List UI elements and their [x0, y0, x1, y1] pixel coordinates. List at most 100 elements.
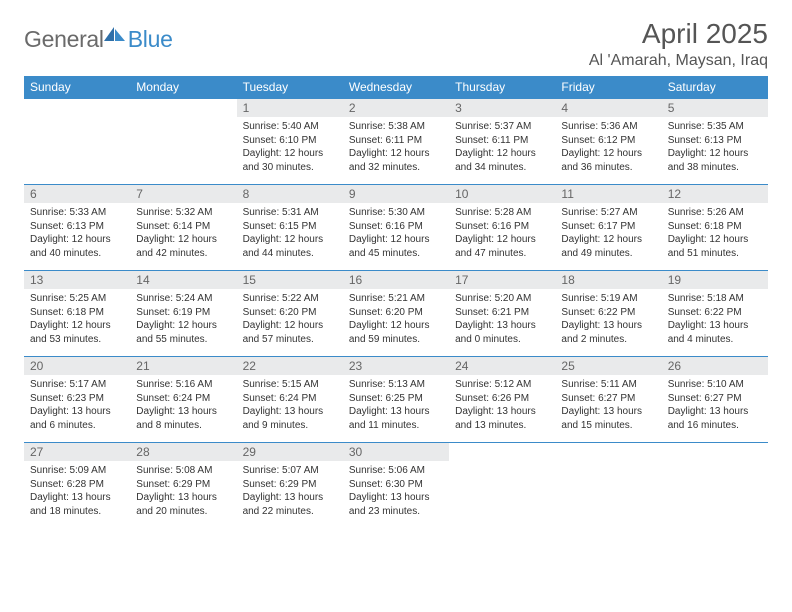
day-details: Sunrise: 5:28 AMSunset: 6:16 PMDaylight:… — [449, 203, 555, 264]
day-number: 29 — [237, 443, 343, 461]
weekday-header: Friday — [555, 76, 661, 99]
day-details: Sunrise: 5:19 AMSunset: 6:22 PMDaylight:… — [555, 289, 661, 350]
day-number: 26 — [662, 357, 768, 375]
calendar-day-cell: 26Sunrise: 5:10 AMSunset: 6:27 PMDayligh… — [662, 357, 768, 443]
day-number: 12 — [662, 185, 768, 203]
day-details: Sunrise: 5:08 AMSunset: 6:29 PMDaylight:… — [130, 461, 236, 522]
calendar-day-cell: 25Sunrise: 5:11 AMSunset: 6:27 PMDayligh… — [555, 357, 661, 443]
calendar-day-cell: 12Sunrise: 5:26 AMSunset: 6:18 PMDayligh… — [662, 185, 768, 271]
weekday-header: Wednesday — [343, 76, 449, 99]
header: General Blue April 2025 Al 'Amarah, Mays… — [24, 18, 768, 70]
month-title: April 2025 — [589, 18, 768, 50]
weekday-header: Saturday — [662, 76, 768, 99]
calendar-day-cell: 21Sunrise: 5:16 AMSunset: 6:24 PMDayligh… — [130, 357, 236, 443]
logo-text-2: Blue — [128, 26, 173, 53]
day-number: 23 — [343, 357, 449, 375]
day-number: 17 — [449, 271, 555, 289]
day-details: Sunrise: 5:27 AMSunset: 6:17 PMDaylight:… — [555, 203, 661, 264]
day-number: 18 — [555, 271, 661, 289]
day-details: Sunrise: 5:32 AMSunset: 6:14 PMDaylight:… — [130, 203, 236, 264]
day-details: Sunrise: 5:09 AMSunset: 6:28 PMDaylight:… — [24, 461, 130, 522]
day-details: Sunrise: 5:31 AMSunset: 6:15 PMDaylight:… — [237, 203, 343, 264]
logo-sail-icon — [104, 27, 126, 43]
day-details: Sunrise: 5:26 AMSunset: 6:18 PMDaylight:… — [662, 203, 768, 264]
calendar-day-cell: 30Sunrise: 5:06 AMSunset: 6:30 PMDayligh… — [343, 443, 449, 529]
day-number: 2 — [343, 99, 449, 117]
day-number: 30 — [343, 443, 449, 461]
calendar-empty-cell — [662, 443, 768, 529]
day-details: Sunrise: 5:22 AMSunset: 6:20 PMDaylight:… — [237, 289, 343, 350]
day-details: Sunrise: 5:21 AMSunset: 6:20 PMDaylight:… — [343, 289, 449, 350]
day-details: Sunrise: 5:10 AMSunset: 6:27 PMDaylight:… — [662, 375, 768, 436]
calendar-day-cell: 4Sunrise: 5:36 AMSunset: 6:12 PMDaylight… — [555, 99, 661, 185]
calendar-day-cell: 22Sunrise: 5:15 AMSunset: 6:24 PMDayligh… — [237, 357, 343, 443]
calendar-day-cell: 27Sunrise: 5:09 AMSunset: 6:28 PMDayligh… — [24, 443, 130, 529]
day-details: Sunrise: 5:24 AMSunset: 6:19 PMDaylight:… — [130, 289, 236, 350]
day-details: Sunrise: 5:36 AMSunset: 6:12 PMDaylight:… — [555, 117, 661, 178]
day-details: Sunrise: 5:06 AMSunset: 6:30 PMDaylight:… — [343, 461, 449, 522]
calendar-day-cell: 1Sunrise: 5:40 AMSunset: 6:10 PMDaylight… — [237, 99, 343, 185]
calendar-day-cell: 16Sunrise: 5:21 AMSunset: 6:20 PMDayligh… — [343, 271, 449, 357]
calendar-header-row: SundayMondayTuesdayWednesdayThursdayFrid… — [24, 76, 768, 99]
day-number: 6 — [24, 185, 130, 203]
day-number: 8 — [237, 185, 343, 203]
day-number: 5 — [662, 99, 768, 117]
day-details: Sunrise: 5:40 AMSunset: 6:10 PMDaylight:… — [237, 117, 343, 178]
day-number: 3 — [449, 99, 555, 117]
day-number: 25 — [555, 357, 661, 375]
day-number: 24 — [449, 357, 555, 375]
day-details: Sunrise: 5:37 AMSunset: 6:11 PMDaylight:… — [449, 117, 555, 178]
day-details: Sunrise: 5:33 AMSunset: 6:13 PMDaylight:… — [24, 203, 130, 264]
calendar-day-cell: 5Sunrise: 5:35 AMSunset: 6:13 PMDaylight… — [662, 99, 768, 185]
calendar-day-cell: 23Sunrise: 5:13 AMSunset: 6:25 PMDayligh… — [343, 357, 449, 443]
calendar-day-cell: 9Sunrise: 5:30 AMSunset: 6:16 PMDaylight… — [343, 185, 449, 271]
day-number: 28 — [130, 443, 236, 461]
day-details: Sunrise: 5:11 AMSunset: 6:27 PMDaylight:… — [555, 375, 661, 436]
calendar-day-cell: 28Sunrise: 5:08 AMSunset: 6:29 PMDayligh… — [130, 443, 236, 529]
day-details: Sunrise: 5:35 AMSunset: 6:13 PMDaylight:… — [662, 117, 768, 178]
calendar-day-cell: 19Sunrise: 5:18 AMSunset: 6:22 PMDayligh… — [662, 271, 768, 357]
day-details: Sunrise: 5:38 AMSunset: 6:11 PMDaylight:… — [343, 117, 449, 178]
day-number: 14 — [130, 271, 236, 289]
calendar-day-cell: 7Sunrise: 5:32 AMSunset: 6:14 PMDaylight… — [130, 185, 236, 271]
day-details: Sunrise: 5:30 AMSunset: 6:16 PMDaylight:… — [343, 203, 449, 264]
calendar-empty-cell — [449, 443, 555, 529]
weekday-header: Thursday — [449, 76, 555, 99]
day-number: 16 — [343, 271, 449, 289]
logo: General Blue — [24, 26, 173, 53]
location: Al 'Amarah, Maysan, Iraq — [589, 52, 768, 70]
day-details: Sunrise: 5:12 AMSunset: 6:26 PMDaylight:… — [449, 375, 555, 436]
calendar-table: SundayMondayTuesdayWednesdayThursdayFrid… — [24, 76, 768, 529]
day-details: Sunrise: 5:25 AMSunset: 6:18 PMDaylight:… — [24, 289, 130, 350]
day-number: 13 — [24, 271, 130, 289]
calendar-day-cell: 29Sunrise: 5:07 AMSunset: 6:29 PMDayligh… — [237, 443, 343, 529]
calendar-empty-cell — [130, 99, 236, 185]
calendar-day-cell: 10Sunrise: 5:28 AMSunset: 6:16 PMDayligh… — [449, 185, 555, 271]
calendar-day-cell: 20Sunrise: 5:17 AMSunset: 6:23 PMDayligh… — [24, 357, 130, 443]
calendar-empty-cell — [24, 99, 130, 185]
day-number: 9 — [343, 185, 449, 203]
day-number: 22 — [237, 357, 343, 375]
day-number: 11 — [555, 185, 661, 203]
day-number: 1 — [237, 99, 343, 117]
logo-text-1: General — [24, 26, 104, 53]
calendar-day-cell: 11Sunrise: 5:27 AMSunset: 6:17 PMDayligh… — [555, 185, 661, 271]
day-number: 10 — [449, 185, 555, 203]
calendar-day-cell: 3Sunrise: 5:37 AMSunset: 6:11 PMDaylight… — [449, 99, 555, 185]
calendar-empty-cell — [555, 443, 661, 529]
day-number: 19 — [662, 271, 768, 289]
day-number: 20 — [24, 357, 130, 375]
day-details: Sunrise: 5:17 AMSunset: 6:23 PMDaylight:… — [24, 375, 130, 436]
calendar-day-cell: 24Sunrise: 5:12 AMSunset: 6:26 PMDayligh… — [449, 357, 555, 443]
title-block: April 2025 Al 'Amarah, Maysan, Iraq — [589, 18, 768, 70]
day-details: Sunrise: 5:07 AMSunset: 6:29 PMDaylight:… — [237, 461, 343, 522]
day-details: Sunrise: 5:16 AMSunset: 6:24 PMDaylight:… — [130, 375, 236, 436]
calendar-day-cell: 17Sunrise: 5:20 AMSunset: 6:21 PMDayligh… — [449, 271, 555, 357]
day-number: 4 — [555, 99, 661, 117]
day-details: Sunrise: 5:13 AMSunset: 6:25 PMDaylight:… — [343, 375, 449, 436]
calendar-day-cell: 6Sunrise: 5:33 AMSunset: 6:13 PMDaylight… — [24, 185, 130, 271]
day-number: 27 — [24, 443, 130, 461]
day-number: 7 — [130, 185, 236, 203]
calendar-day-cell: 2Sunrise: 5:38 AMSunset: 6:11 PMDaylight… — [343, 99, 449, 185]
day-details: Sunrise: 5:15 AMSunset: 6:24 PMDaylight:… — [237, 375, 343, 436]
